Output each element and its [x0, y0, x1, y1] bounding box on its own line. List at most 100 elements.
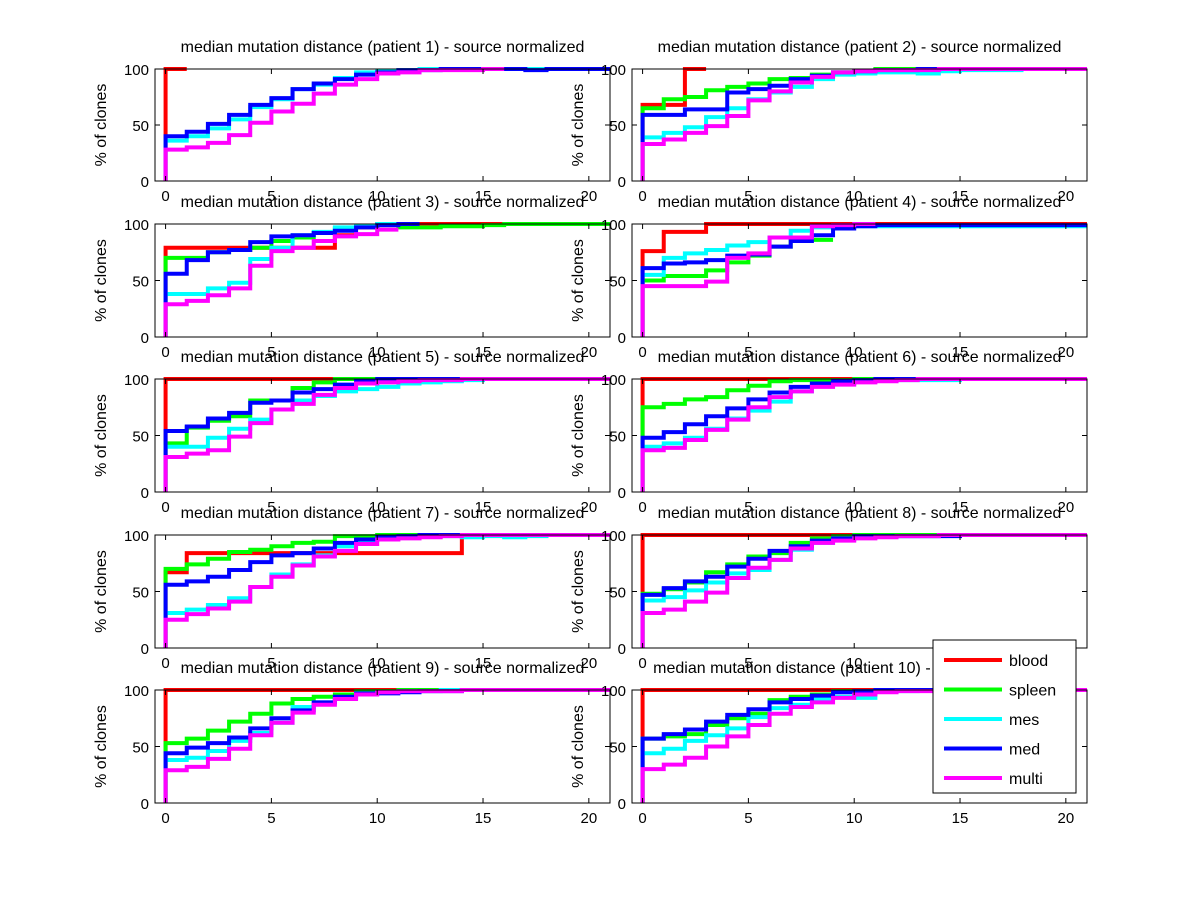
- y-tick-label: 50: [132, 118, 149, 135]
- y-tick-label: 0: [141, 485, 149, 502]
- x-tick-label: 0: [638, 655, 646, 672]
- y-tick-label: 50: [609, 274, 626, 291]
- y-tick-label: 0: [618, 330, 626, 347]
- y-tick-label: 100: [601, 528, 626, 545]
- legend-item-mes: mes: [944, 712, 1039, 729]
- y-tick-label: 0: [618, 641, 626, 658]
- x-tick-label: 0: [638, 499, 646, 516]
- panel-title: median mutation distance (patient 3) - s…: [181, 194, 585, 211]
- y-axis-label: % of clones: [570, 394, 587, 477]
- x-tick-label: 5: [267, 188, 275, 205]
- legend-item-blood: blood: [944, 653, 1048, 670]
- panel-title: median mutation distance (patient 1) - s…: [181, 39, 585, 56]
- y-tick-label: 50: [132, 740, 149, 757]
- legend-item-med: med: [944, 742, 1040, 759]
- axes-background: [155, 690, 610, 803]
- y-tick-label: 0: [141, 330, 149, 347]
- x-tick-label: 20: [580, 655, 597, 672]
- x-tick-label: 15: [475, 188, 492, 205]
- y-axis-label: % of clones: [570, 84, 587, 167]
- y-axis-label: % of clones: [93, 705, 110, 788]
- x-tick-label: 0: [638, 344, 646, 361]
- x-tick-label: 5: [744, 655, 752, 672]
- y-tick-label: 0: [618, 485, 626, 502]
- legend-items: blood spleen mes med multi: [944, 653, 1056, 788]
- legend-label: blood: [1009, 653, 1048, 670]
- panel-title: median mutation distance (patient 9) - s…: [181, 660, 585, 677]
- y-tick-label: 50: [132, 585, 149, 602]
- y-axis-label: % of clones: [570, 239, 587, 322]
- legend: blood spleen mes med multi: [932, 639, 1077, 794]
- x-tick-label: 15: [475, 344, 492, 361]
- x-tick-label: 5: [267, 810, 275, 827]
- x-tick-label: 5: [267, 655, 275, 672]
- y-axis-label: % of clones: [570, 550, 587, 633]
- panel-patient-5: 0 5 10 15 20 0 50 100 % of clones: [93, 372, 611, 516]
- x-tick-label: 5: [267, 499, 275, 516]
- y-tick-label: 100: [601, 62, 626, 79]
- x-tick-label: 20: [580, 499, 597, 516]
- y-tick-label: 100: [124, 372, 149, 389]
- x-tick-label: 0: [161, 810, 169, 827]
- x-tick-label: 20: [1057, 188, 1074, 205]
- legend-label: med: [1009, 742, 1040, 759]
- y-tick-label: 100: [601, 372, 626, 389]
- x-tick-label: 0: [161, 344, 169, 361]
- axes-background: [632, 69, 1087, 181]
- axes-background: [632, 379, 1087, 492]
- y-axis-label: % of clones: [93, 239, 110, 322]
- panel-patient-4: 0 5 10 15 20 0 50 100 % of clones: [570, 217, 1088, 361]
- x-tick-label: 0: [161, 655, 169, 672]
- legend-label: spleen: [1009, 683, 1056, 700]
- y-axis-label: % of clones: [93, 550, 110, 633]
- legend-item-spleen: spleen: [944, 683, 1056, 700]
- x-tick-label: 15: [475, 655, 492, 672]
- y-tick-label: 0: [141, 641, 149, 658]
- legend-label: multi: [1009, 771, 1043, 788]
- legend-item-multi: multi: [944, 771, 1043, 788]
- panel-patient-1: 0 5 10 15 20 0 50 100 % of clones: [93, 62, 611, 205]
- x-tick-label: 5: [744, 188, 752, 205]
- y-tick-label: 50: [132, 274, 149, 291]
- x-tick-label: 15: [952, 810, 969, 827]
- x-tick-label: 5: [744, 344, 752, 361]
- y-axis-label: % of clones: [93, 84, 110, 167]
- y-tick-label: 100: [601, 683, 626, 700]
- x-tick-label: 20: [1057, 810, 1074, 827]
- axes-background: [155, 379, 610, 492]
- y-tick-label: 50: [609, 118, 626, 135]
- y-tick-label: 50: [132, 429, 149, 446]
- panel-patient-6: 0 5 10 15 20 0 50 100 % of clones: [570, 372, 1088, 516]
- x-tick-label: 0: [638, 810, 646, 827]
- y-tick-label: 50: [609, 429, 626, 446]
- x-tick-label: 20: [1057, 499, 1074, 516]
- y-tick-label: 50: [609, 585, 626, 602]
- x-tick-label: 0: [638, 188, 646, 205]
- x-tick-label: 5: [267, 344, 275, 361]
- y-tick-label: 100: [601, 217, 626, 234]
- panel-title: median mutation distance (patient 2) - s…: [658, 39, 1062, 56]
- panel-title: median mutation distance (patient 7) - s…: [181, 505, 585, 522]
- x-tick-label: 15: [952, 188, 969, 205]
- x-tick-label: 15: [475, 810, 492, 827]
- y-axis-label: % of clones: [570, 705, 587, 788]
- series-line-multi: [163, 67, 505, 181]
- x-tick-label: 0: [161, 499, 169, 516]
- y-tick-label: 50: [609, 740, 626, 757]
- x-tick-label: 10: [369, 655, 386, 672]
- x-tick-label: 20: [580, 344, 597, 361]
- x-tick-label: 15: [952, 499, 969, 516]
- x-tick-label: 10: [369, 188, 386, 205]
- y-tick-label: 100: [124, 683, 149, 700]
- panel-patient-9: 0 5 10 15 20 0 50 100 % of clones: [93, 683, 611, 827]
- y-tick-label: 100: [124, 62, 149, 79]
- legend-label: mes: [1009, 712, 1039, 729]
- x-tick-label: 5: [744, 499, 752, 516]
- series-line-multi: [163, 227, 399, 337]
- x-tick-label: 20: [580, 810, 597, 827]
- panel-patient-3: 0 5 10 15 20 0 50 100 % of clones: [93, 217, 611, 361]
- x-tick-label: 15: [475, 499, 492, 516]
- panel-title: median mutation distance (patient 5) - s…: [181, 349, 585, 366]
- x-tick-label: 10: [369, 810, 386, 827]
